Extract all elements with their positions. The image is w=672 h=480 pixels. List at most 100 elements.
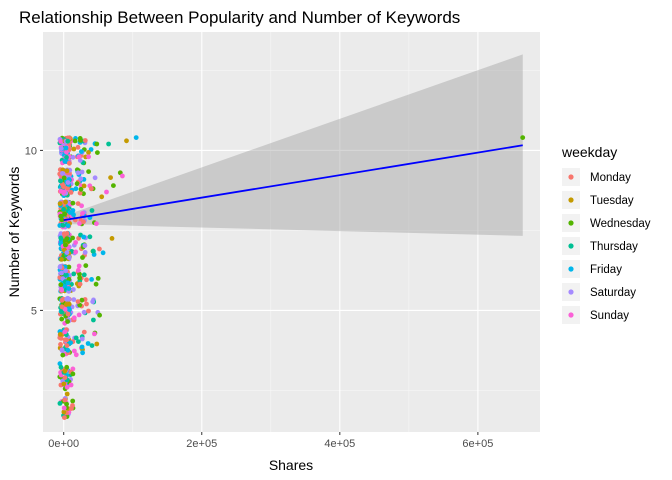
x-tick-label: 6e+05 bbox=[462, 438, 493, 450]
data-point bbox=[59, 309, 65, 315]
data-point bbox=[79, 344, 85, 350]
data-point bbox=[57, 264, 63, 270]
data-point bbox=[58, 364, 64, 370]
data-point bbox=[58, 342, 63, 347]
data-point bbox=[66, 264, 72, 270]
data-point bbox=[108, 175, 113, 181]
data-point bbox=[66, 296, 71, 302]
legend-label: Friday bbox=[590, 264, 622, 276]
x-axis-title: Shares bbox=[269, 457, 313, 473]
data-point bbox=[67, 160, 72, 166]
data-point bbox=[65, 311, 71, 317]
data-point bbox=[64, 236, 70, 242]
data-point bbox=[133, 135, 139, 141]
legend-label: Tuesday bbox=[590, 195, 634, 207]
data-point bbox=[58, 146, 64, 152]
data-point bbox=[65, 319, 70, 324]
data-point bbox=[62, 368, 68, 374]
data-point bbox=[91, 248, 96, 254]
scatter-points bbox=[57, 135, 526, 420]
data-point bbox=[64, 168, 70, 174]
data-point bbox=[73, 352, 79, 358]
legend-symbol bbox=[568, 266, 574, 272]
data-point bbox=[72, 138, 78, 144]
data-point bbox=[76, 263, 82, 269]
data-point bbox=[81, 272, 87, 278]
legend-symbol bbox=[568, 312, 574, 318]
data-point bbox=[62, 415, 67, 420]
data-point bbox=[64, 401, 69, 407]
data-point bbox=[63, 272, 68, 277]
data-point bbox=[75, 201, 81, 207]
data-point bbox=[61, 405, 67, 411]
data-point bbox=[82, 138, 88, 143]
y-axis-ticks: 5 10 bbox=[25, 145, 43, 317]
fit-line-layer bbox=[63, 144, 523, 222]
data-point bbox=[61, 381, 67, 387]
data-point bbox=[82, 243, 88, 249]
data-point bbox=[57, 401, 63, 406]
y-tick-label: 5 bbox=[31, 305, 37, 317]
data-point bbox=[64, 384, 70, 390]
legend-title: weekday bbox=[561, 144, 617, 160]
data-point bbox=[65, 180, 71, 185]
data-point bbox=[63, 268, 68, 274]
data-point bbox=[63, 337, 69, 343]
legend-label: Sunday bbox=[590, 310, 629, 322]
data-point bbox=[94, 141, 100, 147]
data-point bbox=[71, 315, 77, 321]
data-point bbox=[57, 332, 63, 337]
data-point bbox=[86, 154, 91, 160]
x-tick-label: 2e+05 bbox=[186, 438, 217, 450]
data-point bbox=[77, 275, 82, 281]
data-point bbox=[64, 155, 69, 160]
data-point bbox=[60, 171, 65, 176]
data-point bbox=[70, 200, 76, 206]
data-point bbox=[84, 301, 89, 307]
data-point bbox=[62, 329, 68, 335]
data-point bbox=[75, 170, 81, 176]
data-point bbox=[76, 267, 81, 273]
data-point bbox=[81, 234, 87, 240]
legend-entry: Monday bbox=[562, 168, 631, 186]
data-point bbox=[63, 145, 69, 151]
data-point bbox=[97, 246, 102, 252]
data-point bbox=[99, 194, 105, 200]
data-point bbox=[73, 186, 79, 192]
data-point bbox=[69, 406, 74, 411]
data-point bbox=[78, 186, 84, 192]
legend-label: Saturday bbox=[590, 287, 636, 299]
data-point bbox=[120, 173, 125, 179]
data-point bbox=[64, 391, 70, 397]
data-point bbox=[95, 276, 101, 281]
data-point bbox=[76, 312, 82, 318]
x-tick-label: 0e+00 bbox=[48, 438, 79, 450]
data-point bbox=[520, 135, 526, 141]
data-point bbox=[79, 169, 85, 175]
data-point bbox=[62, 211, 68, 217]
data-point bbox=[77, 221, 82, 226]
data-point bbox=[57, 201, 63, 207]
data-point bbox=[66, 286, 72, 291]
data-point bbox=[63, 242, 68, 248]
data-point bbox=[60, 167, 66, 173]
data-point bbox=[71, 287, 76, 292]
data-point bbox=[81, 183, 87, 189]
major-gridlines bbox=[43, 32, 540, 432]
data-point bbox=[124, 138, 129, 144]
data-point bbox=[62, 397, 68, 403]
data-point bbox=[58, 178, 63, 184]
data-point bbox=[80, 350, 85, 356]
data-point bbox=[58, 213, 64, 219]
regression-line bbox=[63, 144, 523, 222]
data-point bbox=[87, 234, 93, 240]
data-point bbox=[89, 343, 95, 348]
data-point bbox=[84, 277, 89, 283]
data-point bbox=[70, 398, 76, 404]
legend-symbol bbox=[568, 220, 574, 226]
data-point bbox=[75, 144, 81, 150]
data-point bbox=[58, 231, 64, 237]
data-point bbox=[93, 281, 99, 287]
data-point bbox=[79, 297, 85, 303]
data-point bbox=[81, 219, 86, 225]
